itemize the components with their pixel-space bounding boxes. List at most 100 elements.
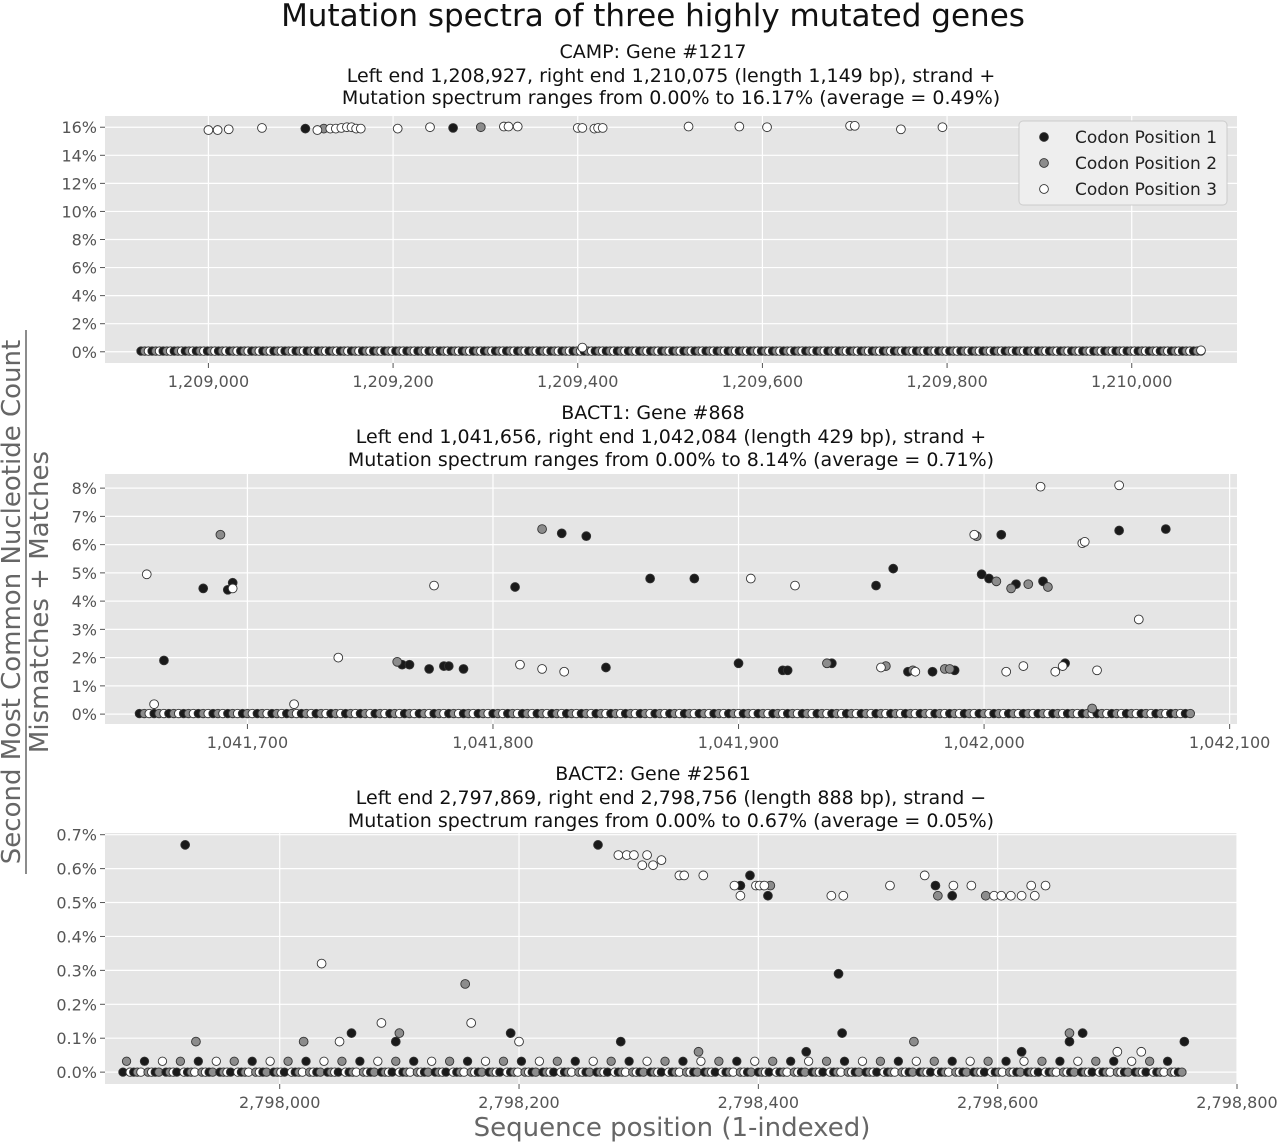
- baseline-point: [301, 1056, 311, 1066]
- baseline-point: [373, 1056, 383, 1066]
- y-axis-label-numerator: Second Most Common Nucleotide Count: [0, 340, 27, 864]
- data-point: [927, 666, 938, 677]
- data-point: [581, 531, 592, 541]
- plot-area: [105, 474, 1237, 724]
- x-tick-label: 2,798,600: [957, 1093, 1038, 1112]
- y-tick-label: 0.6%: [56, 860, 97, 879]
- series-codon-3: [316, 850, 1147, 1057]
- baseline-point: [803, 1056, 814, 1066]
- legend-box: [1018, 120, 1228, 206]
- data-point: [896, 124, 906, 135]
- data-point: [919, 870, 930, 881]
- data-point: [1092, 665, 1102, 676]
- data-point: [656, 855, 667, 865]
- y-tick-label: 3%: [72, 620, 97, 639]
- data-point: [1160, 524, 1171, 534]
- data-point: [355, 123, 366, 134]
- x-tick-label: 2,798,000: [239, 1093, 320, 1112]
- baseline-point: [498, 1056, 509, 1066]
- data-point: [404, 659, 415, 670]
- x-tick-label: 1,041,700: [207, 733, 288, 752]
- data-point: [1087, 703, 1097, 714]
- data-point: [141, 569, 152, 580]
- baseline-point: [1177, 1067, 1187, 1077]
- data-point: [1050, 666, 1061, 677]
- data-point: [556, 528, 567, 539]
- data-point: [312, 125, 323, 135]
- data-point: [679, 870, 690, 881]
- baseline-points: [134, 708, 1195, 719]
- data-point: [346, 1028, 357, 1038]
- y-tick-label: 2%: [72, 649, 97, 668]
- data-point: [392, 657, 403, 667]
- y-tick-label: 10%: [61, 202, 97, 221]
- data-point: [333, 652, 344, 663]
- data-point: [689, 573, 700, 584]
- y-tick-label: 0.1%: [56, 1029, 97, 1048]
- data-point: [443, 661, 454, 671]
- data-point: [698, 870, 709, 881]
- baseline-point: [534, 1056, 545, 1066]
- series-codon-3: [141, 480, 1144, 710]
- series-codon-1: [300, 123, 458, 134]
- baseline-point: [1091, 1056, 1101, 1066]
- data-point: [759, 880, 770, 891]
- data-point: [976, 569, 987, 580]
- series-codon-2: [215, 524, 1097, 714]
- data-point: [475, 122, 486, 133]
- y-tick-label: 0.4%: [56, 927, 97, 946]
- y-tick-label: 0%: [72, 343, 97, 362]
- data-point: [735, 890, 746, 901]
- baseline-point: [319, 1056, 329, 1066]
- baseline-point: [875, 1056, 886, 1066]
- data-point: [645, 573, 655, 584]
- data-point: [729, 880, 740, 891]
- baseline-point: [929, 1056, 939, 1066]
- y-tick-label: 12%: [61, 174, 97, 193]
- baseline-point: [1073, 1056, 1083, 1066]
- y-tick-label: 6%: [72, 259, 97, 278]
- baseline-points: [118, 1056, 1187, 1077]
- legend-label: Codon Position 2: [1075, 154, 1217, 174]
- data-point: [191, 1036, 201, 1047]
- baseline-point: [678, 1056, 688, 1066]
- x-tick-label: 1,209,800: [906, 372, 987, 391]
- data-point: [1112, 1046, 1123, 1057]
- data-point: [394, 1028, 405, 1038]
- baseline-point: [121, 1056, 132, 1066]
- data-point: [837, 1028, 847, 1038]
- baseline-point: [606, 1056, 616, 1066]
- baseline-point: [911, 1056, 921, 1066]
- data-point: [376, 1018, 387, 1028]
- legend-marker: [1039, 184, 1049, 194]
- x-tick-label: 1,209,000: [168, 372, 249, 391]
- data-point: [215, 529, 226, 540]
- y-tick-label: 0.7%: [56, 826, 97, 845]
- data-point: [763, 890, 773, 901]
- data-point: [969, 529, 980, 540]
- data-point: [392, 123, 403, 134]
- data-point: [390, 1036, 401, 1047]
- legend-label: Codon Position 3: [1075, 180, 1217, 200]
- y-tick-label: 5%: [72, 564, 97, 583]
- x-tick-label: 1,210,000: [1091, 372, 1172, 391]
- data-point: [944, 664, 955, 674]
- baseline-point: [516, 1056, 527, 1066]
- data-point: [300, 123, 311, 134]
- data-point: [298, 1036, 309, 1047]
- y-tick-label: 6%: [72, 536, 97, 555]
- data-point: [227, 583, 238, 594]
- baseline-point: [265, 1056, 275, 1066]
- baseline-point: [1162, 1056, 1173, 1066]
- data-point: [1077, 1028, 1088, 1038]
- baseline-point: [1001, 1056, 1011, 1066]
- baseline-point: [552, 1056, 562, 1066]
- panel-subtitle-range: Left end 2,797,869, right end 2,798,756 …: [356, 787, 986, 809]
- baseline-point: [1185, 708, 1195, 719]
- data-point: [648, 860, 658, 871]
- data-point: [1079, 536, 1090, 547]
- data-point: [223, 124, 234, 135]
- baseline-point: [642, 1056, 652, 1066]
